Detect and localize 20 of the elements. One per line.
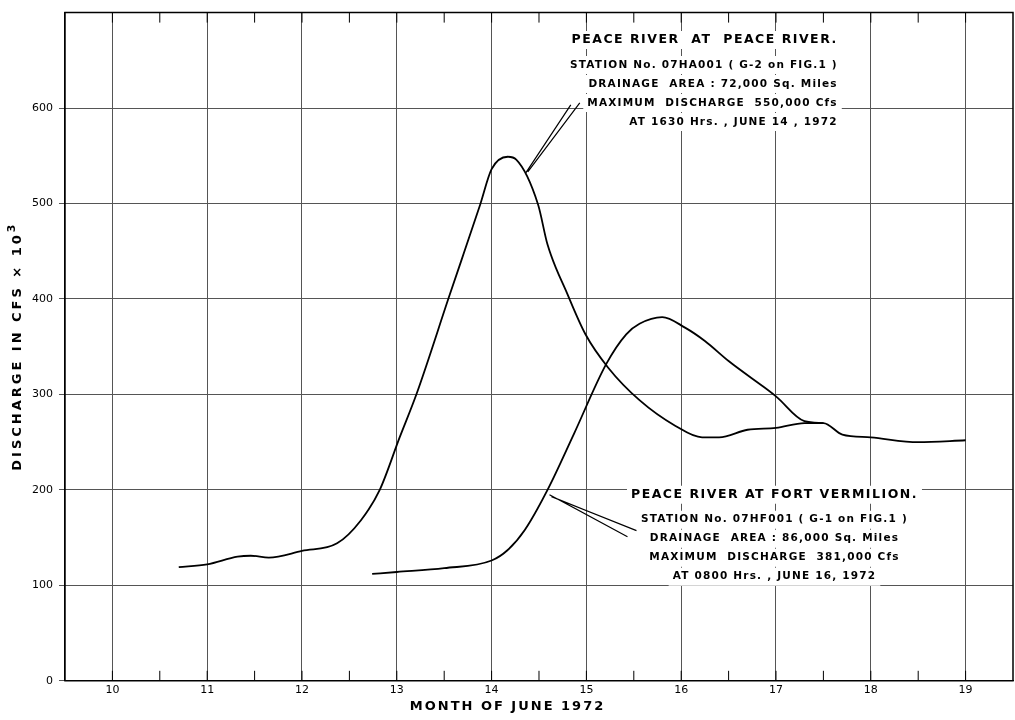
y-tick-label: 400 (32, 291, 53, 305)
annotation: PEACE RIVER AT PEACE RIVER. STATION No. 07HA001 ( G-2 on FIG.1 ) DRAINAGE AREA : 72,000 Sq. Miles MAXIMUM DISCHARGE 550,000 Cfs AT 1630 Hrs. , JUNE 14 , 1972 (569, 31, 838, 127)
x-tick-label: 18 (863, 683, 878, 697)
y-tick-label: 0 (46, 673, 53, 687)
annotation: PEACE RIVER AT FORT VERMILION. STATION No. 07HF001 ( G-1 on FIG.1 ) DRAINAGE AREA : 86,000 Sq. Miles MAXIMUM DISCHARGE 381,000 Cfs AT 0800 Hrs. , JUNE 16, 1972 (630, 485, 918, 582)
y-tick-label: 600 (32, 100, 53, 114)
x-tick-label: 15 (579, 683, 594, 697)
x-tick-label: 17 (769, 683, 783, 697)
x-tick-label: 12 (295, 683, 309, 697)
x-tick-label: 14 (484, 683, 499, 697)
y-tick-label: 200 (32, 482, 53, 496)
x-tick-label: 10 (105, 683, 120, 697)
x-tick-label: 19 (958, 683, 973, 697)
y-tick-label: 500 (32, 196, 53, 210)
x-tick-label: 13 (389, 683, 404, 697)
x-axis-title: MONTH OF JUNE 1972 (408, 698, 607, 713)
y-tick-label: 300 (32, 387, 53, 401)
x-tick-label: 16 (674, 683, 689, 697)
x-tick-label: 11 (200, 683, 215, 697)
y-tick-label: 100 (32, 578, 53, 592)
